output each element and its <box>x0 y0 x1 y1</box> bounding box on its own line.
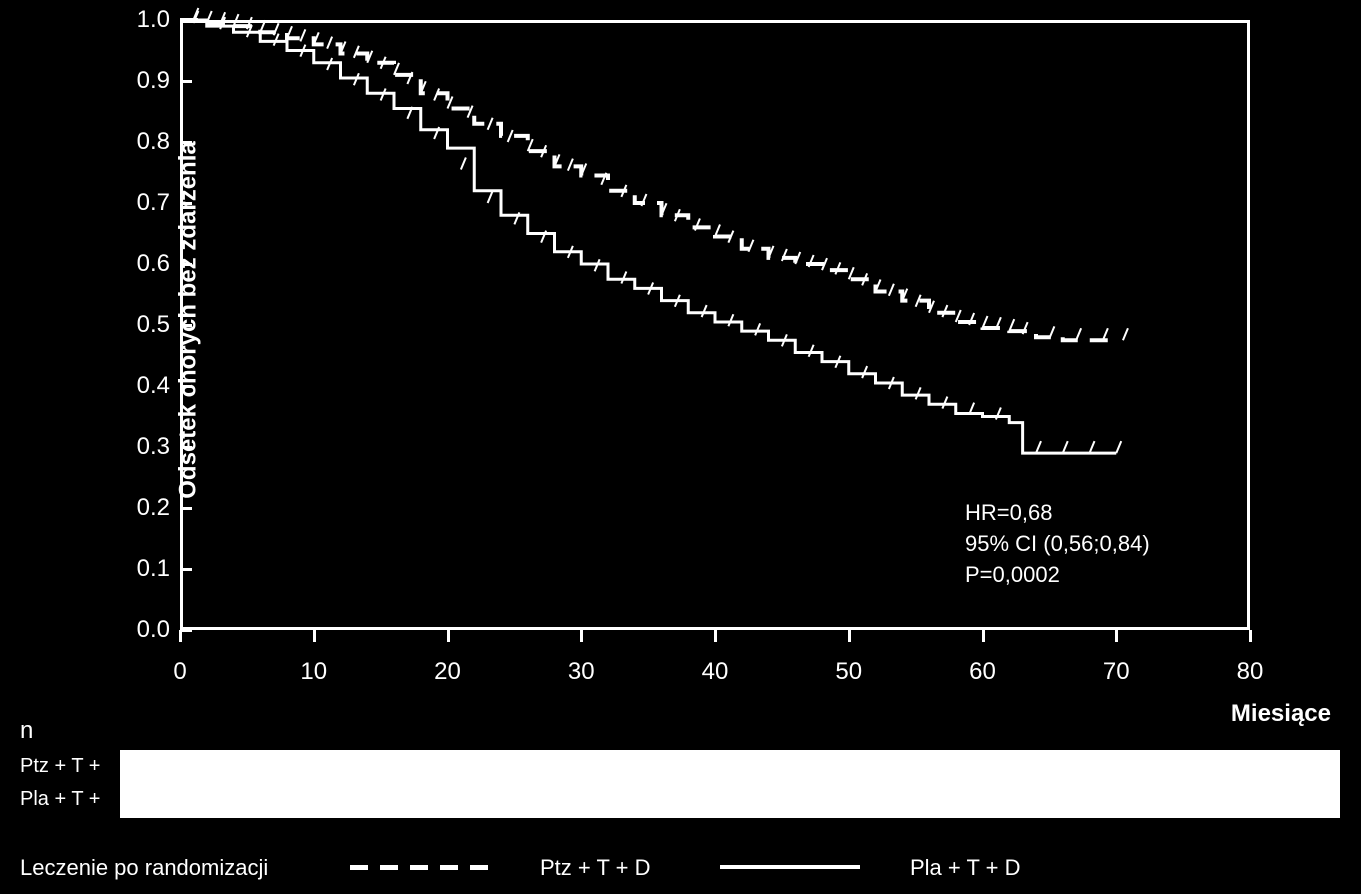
x-tick-label: 30 <box>568 658 595 686</box>
censor-tick <box>942 397 947 409</box>
censor-tick <box>1063 441 1068 453</box>
x-tick-mark <box>447 630 450 642</box>
y-tick-label: 0.6 <box>120 250 170 278</box>
x-tick-label: 20 <box>434 658 461 686</box>
x-tick-mark <box>313 630 316 642</box>
censor-tick <box>488 191 493 203</box>
censor-tick <box>809 345 814 357</box>
censor-tick <box>327 37 332 49</box>
x-tick-label: 50 <box>835 658 862 686</box>
legend: Leczenie po randomizacji Ptz + T + D Pla… <box>20 855 1340 885</box>
x-tick-label: 40 <box>702 658 729 686</box>
censor-tick <box>702 305 707 317</box>
risk-row-label-0: Ptz + T + <box>20 755 100 778</box>
x-tick-label: 80 <box>1237 658 1264 686</box>
censor-tick <box>1090 441 1095 453</box>
censor-tick <box>300 29 305 41</box>
x-tick-mark <box>982 630 985 642</box>
censor-tick <box>621 272 626 284</box>
censor-tick <box>728 314 733 326</box>
censor-tick <box>1076 328 1081 340</box>
x-axis-label: Miesiące <box>1231 700 1331 728</box>
survival-curve <box>180 20 1116 453</box>
y-tick-label: 1.0 <box>120 6 170 34</box>
x-tick-mark <box>580 630 583 642</box>
y-tick-label: 0.8 <box>120 128 170 156</box>
y-tick-label: 0.4 <box>120 372 170 400</box>
legend-label-1: Pla + T + D <box>910 855 1020 881</box>
y-tick-label: 0.0 <box>120 616 170 644</box>
risk-table-header: n <box>20 717 33 745</box>
censor-tick <box>1116 441 1121 453</box>
x-tick-mark <box>179 630 182 642</box>
risk-table-bar <box>120 750 1340 818</box>
x-tick-mark <box>714 630 717 642</box>
censor-tick <box>755 323 760 335</box>
risk-row-label-1: Pla + T + <box>20 788 100 811</box>
stats-ci: 95% CI (0,56;0,84) <box>965 529 1150 560</box>
x-tick-label: 60 <box>969 658 996 686</box>
x-tick-label: 70 <box>1103 658 1130 686</box>
y-tick-label: 0.3 <box>120 433 170 461</box>
y-tick-label: 0.5 <box>120 311 170 339</box>
legend-label-0: Ptz + T + D <box>540 855 650 881</box>
legend-swatch-solid <box>720 865 860 869</box>
censor-tick <box>488 118 493 130</box>
stats-hr: HR=0,68 <box>965 498 1150 529</box>
x-tick-mark <box>848 630 851 642</box>
censor-tick <box>862 366 867 378</box>
y-tick-label: 0.2 <box>120 494 170 522</box>
y-tick-label: 0.1 <box>120 555 170 583</box>
stats-box: HR=0,68 95% CI (0,56;0,84) P=0,0002 <box>965 498 1150 590</box>
censor-tick <box>889 284 894 296</box>
censor-tick <box>1036 441 1041 453</box>
censor-tick <box>1049 326 1054 338</box>
stats-p: P=0,0002 <box>965 560 1150 591</box>
censor-tick <box>1123 328 1128 340</box>
censor-tick <box>916 387 921 399</box>
y-tick-label: 0.9 <box>120 67 170 95</box>
legend-title: Leczenie po randomizacji <box>20 855 268 881</box>
x-tick-mark <box>1249 630 1252 642</box>
censor-tick <box>748 240 753 252</box>
censor-tick <box>461 157 466 169</box>
x-tick-mark <box>1115 630 1118 642</box>
legend-swatch-dashed <box>350 865 490 870</box>
y-tick-label: 0.7 <box>120 189 170 217</box>
x-tick-label: 10 <box>300 658 327 686</box>
km-chart-page: Odsetek chorych bez zdarzenia 0.00.10.20… <box>0 0 1361 894</box>
censor-tick <box>568 159 573 171</box>
censor-tick <box>508 130 513 142</box>
x-tick-label: 0 <box>173 658 186 686</box>
